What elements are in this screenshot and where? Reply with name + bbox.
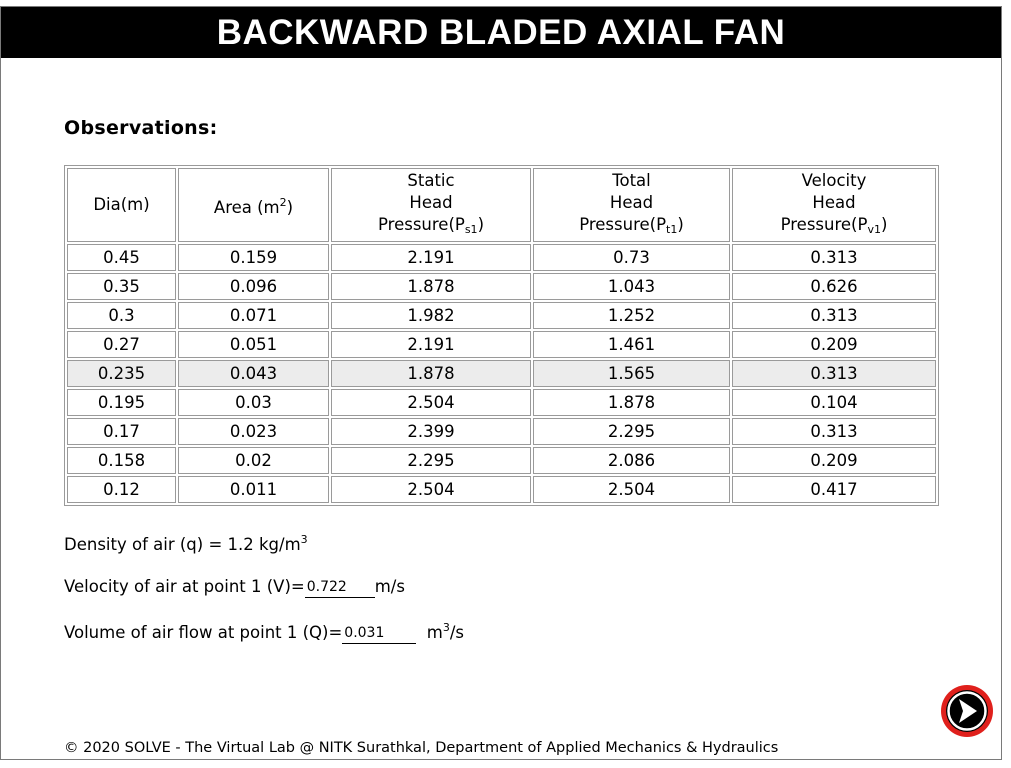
table-row: 0.235 0.043 1.878 1.565 0.313 bbox=[67, 360, 936, 387]
table-row: 0.27 0.051 2.191 1.461 0.209 bbox=[67, 331, 936, 358]
table-cell: 0.313 bbox=[732, 360, 936, 387]
table-cell: 1.878 bbox=[331, 360, 531, 387]
table-cell: 0.73 bbox=[533, 244, 730, 271]
observations-table: Dia(m) Area (m2) Static Head Pressure(Ps… bbox=[64, 165, 939, 506]
table-cell: 0.12 bbox=[67, 476, 176, 503]
table-header-row: Dia(m) Area (m2) Static Head Pressure(Ps… bbox=[67, 168, 936, 242]
table-cell: 2.504 bbox=[331, 389, 531, 416]
arrow-right-icon bbox=[941, 685, 993, 737]
header-area: Area (m2) bbox=[178, 168, 329, 242]
table-cell: 2.191 bbox=[331, 244, 531, 271]
table-cell: 0.313 bbox=[732, 244, 936, 271]
table-cell: 2.295 bbox=[331, 447, 531, 474]
table-cell: 2.191 bbox=[331, 331, 531, 358]
table-cell: 0.159 bbox=[178, 244, 329, 271]
table-row: 0.158 0.02 2.295 2.086 0.209 bbox=[67, 447, 936, 474]
table-cell: 2.086 bbox=[533, 447, 730, 474]
table-cell: 0.023 bbox=[178, 418, 329, 445]
table-cell: 2.399 bbox=[331, 418, 531, 445]
observations-table-wrap: Dia(m) Area (m2) Static Head Pressure(Ps… bbox=[64, 165, 939, 506]
table-cell: 1.982 bbox=[331, 302, 531, 329]
volume-label: Volume of air flow at point 1 (Q)= bbox=[64, 623, 343, 642]
table-cell: 1.043 bbox=[533, 273, 730, 300]
table-cell: 0.626 bbox=[732, 273, 936, 300]
table-cell: 0.3 bbox=[67, 302, 176, 329]
table-row: 0.195 0.03 2.504 1.878 0.104 bbox=[67, 389, 936, 416]
table-cell: 0.209 bbox=[732, 447, 936, 474]
header-velocity-head-pressure: Velocity Head Pressure(Pv1) bbox=[732, 168, 936, 242]
observations-heading: Observations: bbox=[64, 117, 218, 139]
velocity-label: Velocity of air at point 1 (V)= bbox=[64, 577, 305, 596]
table-row: 0.17 0.023 2.399 2.295 0.313 bbox=[67, 418, 936, 445]
header-dia: Dia(m) bbox=[67, 168, 176, 242]
volume-line: Volume of air flow at point 1 (Q)= m3/s bbox=[64, 621, 464, 644]
table-cell: 0.071 bbox=[178, 302, 329, 329]
table-cell: 2.504 bbox=[331, 476, 531, 503]
table-cell: 0.104 bbox=[732, 389, 936, 416]
table-cell: 0.051 bbox=[178, 331, 329, 358]
table-cell: 2.504 bbox=[533, 476, 730, 503]
velocity-field[interactable] bbox=[304, 577, 375, 598]
table-cell: 2.295 bbox=[533, 418, 730, 445]
table-cell: 1.878 bbox=[533, 389, 730, 416]
table-cell: 1.461 bbox=[533, 331, 730, 358]
table-cell: 0.043 bbox=[178, 360, 329, 387]
table-cell: 0.195 bbox=[67, 389, 176, 416]
header-total-head-pressure: Total Head Pressure(Pt1) bbox=[533, 168, 730, 242]
table-cell: 0.17 bbox=[67, 418, 176, 445]
next-button[interactable] bbox=[939, 683, 995, 739]
table-cell: 0.158 bbox=[67, 447, 176, 474]
lab-frame: BACKWARD BLADED AXIAL FAN Observations: … bbox=[0, 6, 1002, 760]
table-cell: 0.011 bbox=[178, 476, 329, 503]
table-row: 0.12 0.011 2.504 2.504 0.417 bbox=[67, 476, 936, 503]
table-cell: 0.313 bbox=[732, 418, 936, 445]
table-cell: 0.313 bbox=[732, 302, 936, 329]
volume-field[interactable] bbox=[342, 623, 417, 644]
footer-copyright: © 2020 SOLVE - The Virtual Lab @ NITK Su… bbox=[64, 740, 779, 756]
page-title: BACKWARD BLADED AXIAL FAN bbox=[1, 7, 1001, 58]
table-cell: 0.03 bbox=[178, 389, 329, 416]
table-cell: 1.878 bbox=[331, 273, 531, 300]
header-static-head-pressure: Static Head Pressure(Ps1) bbox=[331, 168, 531, 242]
table-row: 0.3 0.071 1.982 1.252 0.313 bbox=[67, 302, 936, 329]
volume-unit: m3/s bbox=[426, 621, 465, 642]
table-cell: 0.35 bbox=[67, 273, 176, 300]
table-row: 0.45 0.159 2.191 0.73 0.313 bbox=[67, 244, 936, 271]
table-cell: 0.02 bbox=[178, 447, 329, 474]
table-row: 0.35 0.096 1.878 1.043 0.626 bbox=[67, 273, 936, 300]
density-line: Density of air (q) = 1.2 kg/m3 bbox=[64, 533, 308, 554]
velocity-line: Velocity of air at point 1 (V)= m/s bbox=[64, 577, 405, 598]
table-cell: 0.235 bbox=[67, 360, 176, 387]
table-cell: 0.096 bbox=[178, 273, 329, 300]
table-cell: 1.565 bbox=[533, 360, 730, 387]
table-cell: 0.45 bbox=[67, 244, 176, 271]
table-cell: 0.27 bbox=[67, 331, 176, 358]
velocity-unit: m/s bbox=[374, 577, 405, 596]
table-cell: 1.252 bbox=[533, 302, 730, 329]
table-cell: 0.209 bbox=[732, 331, 936, 358]
table-cell: 0.417 bbox=[732, 476, 936, 503]
